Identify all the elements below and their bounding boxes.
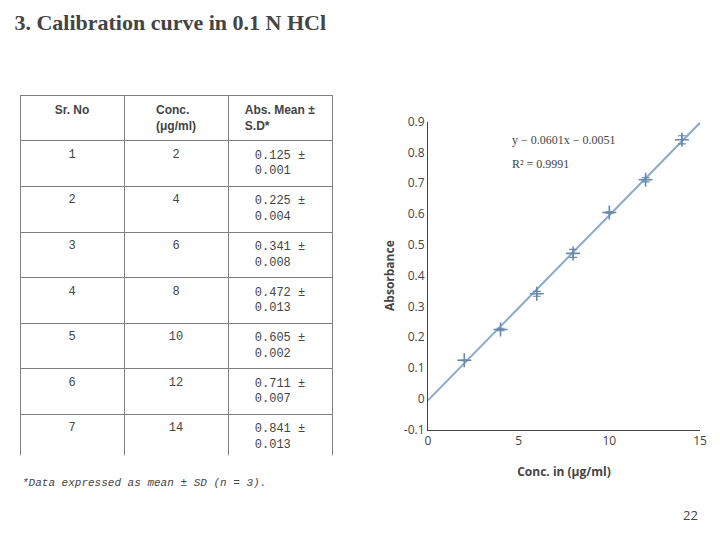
svg-text:0.841 ±0.013: 0.841 ±0.013 — [255, 422, 305, 452]
svg-text:0.7: 0.7 — [408, 174, 425, 191]
svg-text:12: 12 — [169, 376, 183, 390]
svg-text:3. Calibration curve in 0.1 N: 3. Calibration curve in 0.1 N HCl — [14, 10, 326, 35]
svg-text:0.125 ±0.001: 0.125 ±0.001 — [255, 149, 305, 179]
svg-text:-0.1: -0.1 — [404, 421, 425, 438]
svg-text:6: 6 — [172, 239, 179, 253]
svg-text:0.472 ±0.013: 0.472 ±0.013 — [255, 286, 305, 316]
svg-text:22: 22 — [683, 506, 698, 524]
svg-text:0.225 ±0.004: 0.225 ±0.004 — [255, 194, 305, 224]
svg-text:Abs. Mean ±S.D*: Abs. Mean ±S.D* — [245, 103, 315, 133]
svg-text:8: 8 — [172, 285, 179, 299]
svg-text:15: 15 — [693, 432, 707, 449]
svg-text:5: 5 — [515, 432, 522, 449]
svg-text:0.2: 0.2 — [408, 328, 425, 345]
svg-text:0.605 ±0.002: 0.605 ±0.002 — [255, 331, 305, 361]
svg-text:4: 4 — [68, 285, 75, 299]
svg-text:0.6: 0.6 — [408, 205, 425, 222]
svg-text:*Data expressed as mean ± SD (: *Data expressed as mean ± SD (n = 3). — [22, 477, 266, 489]
svg-text:10: 10 — [169, 330, 183, 344]
svg-text:2: 2 — [172, 148, 179, 162]
svg-text:0.341 ±0.008: 0.341 ±0.008 — [255, 240, 305, 270]
svg-text:0.8: 0.8 — [408, 144, 425, 161]
svg-text:0.9: 0.9 — [408, 113, 425, 130]
svg-text:R² = 0.9991: R² = 0.9991 — [512, 157, 569, 171]
svg-text:3: 3 — [68, 239, 75, 253]
svg-text:5: 5 — [68, 330, 75, 344]
svg-text:0: 0 — [418, 390, 425, 407]
svg-text:0.711 ±0.007: 0.711 ±0.007 — [255, 377, 305, 407]
svg-text:6: 6 — [68, 376, 75, 390]
svg-text:10: 10 — [602, 432, 616, 449]
svg-text:0: 0 — [425, 432, 432, 449]
svg-text:14: 14 — [169, 421, 183, 435]
svg-text:2: 2 — [68, 193, 75, 207]
svg-text:0.4: 0.4 — [408, 267, 425, 284]
svg-text:0.3: 0.3 — [408, 298, 425, 315]
svg-text:y − 0.0601x − 0.0051: y − 0.0601x − 0.0051 — [512, 133, 616, 147]
svg-text:Absorbance: Absorbance — [381, 240, 398, 311]
svg-text:0.1: 0.1 — [408, 359, 425, 376]
svg-text:Conc. in (μg/ml): Conc. in (μg/ml) — [517, 463, 611, 480]
svg-text:Sr. No: Sr. No — [55, 103, 90, 117]
svg-text:1: 1 — [68, 148, 75, 162]
svg-text:4: 4 — [172, 193, 179, 207]
svg-text:7: 7 — [68, 421, 75, 435]
svg-text:Conc.(μg/ml): Conc.(μg/ml) — [156, 103, 196, 133]
svg-text:0.5: 0.5 — [408, 236, 425, 253]
